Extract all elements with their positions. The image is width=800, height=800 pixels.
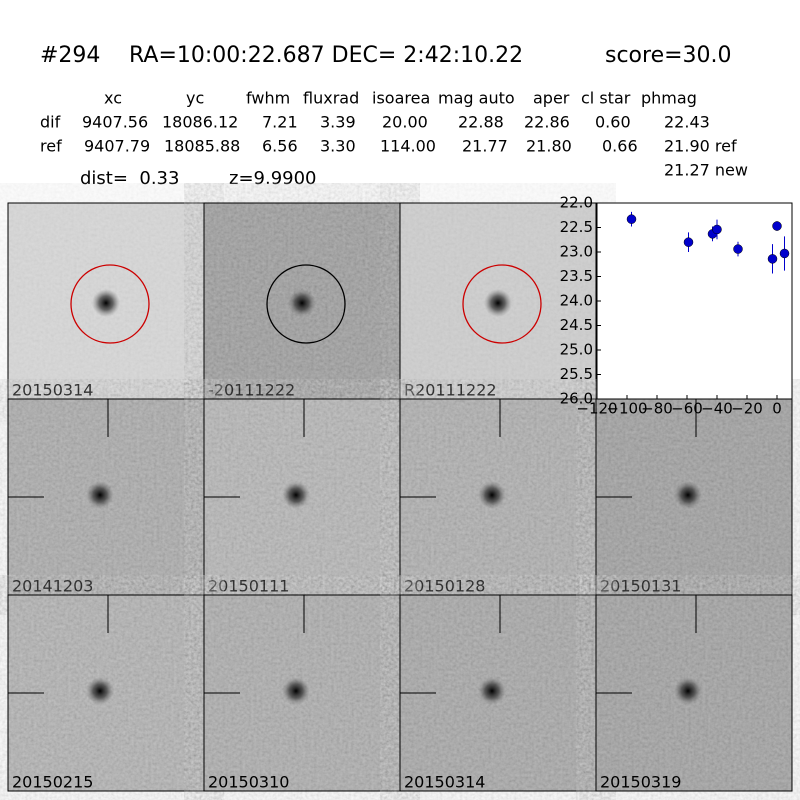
y-tick-label: 26.0 (560, 390, 593, 408)
panel-label: 20150314 (12, 381, 93, 400)
y-tick-label: 23.0 (560, 243, 593, 261)
panel-label: 20150215 (12, 773, 93, 792)
table-cell: ref (40, 137, 62, 156)
table-cell: 21.90 ref (664, 137, 737, 156)
image-panel: 20150111 (203, 398, 401, 596)
column-header: isoarea (372, 89, 430, 108)
source-blob (674, 677, 702, 705)
column-header: phmag (641, 89, 697, 108)
data-point (772, 221, 782, 231)
y-tick-label: 25.5 (560, 365, 593, 383)
table-cell: 18085.88 (164, 137, 240, 156)
redshift: z=9.9900 (229, 168, 317, 189)
score: score=30.0 (605, 43, 732, 68)
x-tick-label: −120 (576, 400, 617, 418)
x-tick-label: −60 (671, 400, 703, 418)
panel-label: 20150131 (600, 577, 681, 596)
panel-label: 20150111 (208, 577, 289, 596)
table-cell: 0.60 (595, 113, 631, 132)
table-cell: 22.43 (664, 113, 710, 132)
data-point (626, 214, 637, 224)
data-point (767, 254, 778, 264)
chart-background (596, 202, 793, 400)
x-tick-label: −40 (701, 400, 733, 418)
source-blob (478, 481, 506, 509)
column-header: fluxrad (303, 89, 359, 108)
aperture-circle (462, 264, 542, 344)
image-panel: -20111222 (203, 202, 401, 400)
x-tick-label: −20 (731, 400, 763, 418)
table-cell: 22.88 (458, 113, 504, 132)
aperture-circle (266, 264, 346, 344)
aperture-circle (70, 264, 150, 344)
image-panel: 20150128 (399, 398, 597, 596)
y-tick-label: 25.0 (560, 341, 593, 359)
source-blob (86, 481, 114, 509)
image-panel: R20111222 (399, 202, 597, 400)
table-cell: 9407.79 (84, 137, 150, 156)
x-tick-label: −100 (606, 400, 647, 418)
y-tick-label: 24.0 (560, 292, 593, 310)
panel-label: -20111222 (208, 381, 295, 400)
x-tick-label: 0 (772, 400, 782, 418)
source-blob (282, 481, 310, 509)
panel-label: R20111222 (404, 381, 497, 400)
image-panel: 20141203 (7, 398, 205, 596)
table-cell: 21.80 (526, 137, 572, 156)
column-header: xc (104, 89, 122, 108)
table-cell: 20.00 (382, 113, 428, 132)
candidate-id: #294 (40, 43, 100, 68)
table-cell: 6.56 (262, 137, 298, 156)
table-cell: 3.30 (320, 137, 356, 156)
image-panel: 20150314 (399, 594, 597, 792)
column-header: mag auto (438, 89, 515, 108)
panel-label: 20141203 (12, 577, 93, 596)
image-panel: 20150314 (7, 202, 205, 400)
image-panel: 20150215 (7, 594, 205, 792)
source-blob (92, 289, 120, 317)
column-header: yc (186, 89, 204, 108)
phmag-new: 21.27 new (664, 161, 748, 180)
table-cell: 3.39 (320, 113, 356, 132)
table-cell: 22.86 (524, 113, 570, 132)
source-blob (282, 677, 310, 705)
table-cell: 114.00 (380, 137, 436, 156)
y-tick-label: 22.0 (560, 194, 593, 212)
data-point (712, 224, 722, 235)
image-panel: 20150319 (595, 594, 793, 792)
y-tick-label: 23.5 (560, 267, 593, 285)
x-tick-label: −80 (641, 400, 673, 418)
panel-label: 20150314 (404, 773, 485, 792)
source-blob (484, 289, 512, 317)
panel-label: 20150128 (404, 577, 485, 596)
image-panel: 20150310 (203, 594, 401, 792)
column-header: cl star (581, 89, 631, 108)
column-header: aper (533, 89, 570, 108)
y-tick-label: 24.5 (560, 316, 593, 334)
coordinates: RA=10:00:22.687 DEC= 2:42:10.22 (129, 43, 523, 68)
table-cell: 7.21 (262, 113, 298, 132)
image-panel: 20150131 (595, 398, 793, 596)
data-point (683, 237, 694, 247)
table-cell: 18086.12 (162, 113, 238, 132)
source-blob (86, 677, 114, 705)
data-point (779, 248, 790, 259)
table-cell: dif (40, 113, 61, 132)
y-tick-label: 22.5 (560, 218, 593, 236)
panel-label: 20150310 (208, 773, 289, 792)
table-cell: 0.66 (602, 137, 638, 156)
source-blob (288, 289, 316, 317)
source-blob (478, 677, 506, 705)
panel-label: 20150319 (600, 773, 681, 792)
data-point (733, 244, 743, 254)
column-header: fwhm (246, 89, 290, 108)
table-cell: 9407.56 (82, 113, 148, 132)
panel-border (595, 594, 793, 792)
distance: dist= 0.33 (80, 168, 179, 189)
source-blob (674, 481, 702, 509)
table-cell: 21.77 (462, 137, 508, 156)
